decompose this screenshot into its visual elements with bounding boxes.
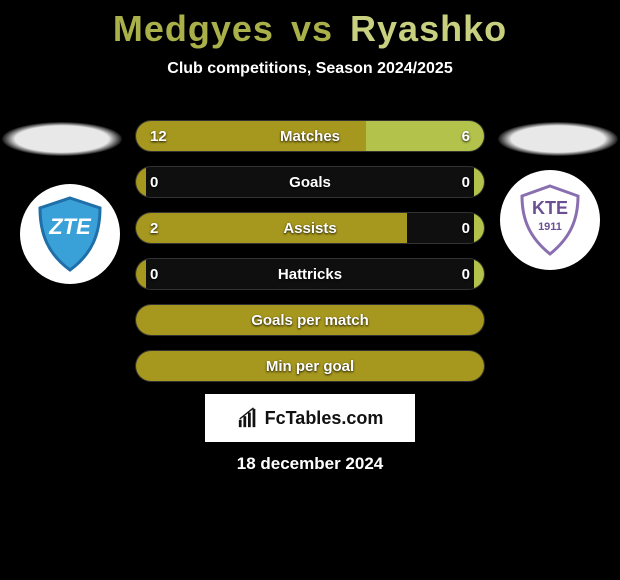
team-crest-left: ZTE [20,184,120,284]
stat-row: 00Goals [135,166,485,198]
svg-text:KTE: KTE [532,198,568,218]
stat-label: Goals [136,167,484,198]
title-player1: Medgyes [113,8,274,49]
team-crest-right: KTE 1911 [500,170,600,270]
svg-text:1911: 1911 [538,221,562,233]
stat-row: 00Hattricks [135,258,485,290]
page-title: Medgyes vs Ryashko [0,0,620,50]
stat-row: Min per goal [135,350,485,382]
stat-row: Goals per match [135,304,485,336]
svg-text:ZTE: ZTE [48,214,92,239]
stat-label: Goals per match [136,305,484,336]
brand-text: FcTables.com [265,408,384,429]
shield-icon: ZTE [30,194,110,274]
brand-badge: FcTables.com [205,394,415,442]
chart-icon [237,407,259,429]
stat-label: Hattricks [136,259,484,290]
stat-label: Assists [136,213,484,244]
date-text: 18 december 2024 [0,454,620,474]
shield-icon: KTE 1911 [510,180,590,260]
subtitle: Club competitions, Season 2024/2025 [0,60,620,78]
halo-left [2,122,122,156]
stat-row: 20Assists [135,212,485,244]
title-player2: Ryashko [350,8,507,49]
stat-row: 126Matches [135,120,485,152]
title-vs: vs [291,8,333,49]
stats-panel: 126Matches 00Goals 20Assists 00Hattricks Goa… [135,120,485,396]
halo-right [498,122,618,156]
stat-label: Min per goal [136,351,484,382]
stat-label: Matches [136,121,484,152]
